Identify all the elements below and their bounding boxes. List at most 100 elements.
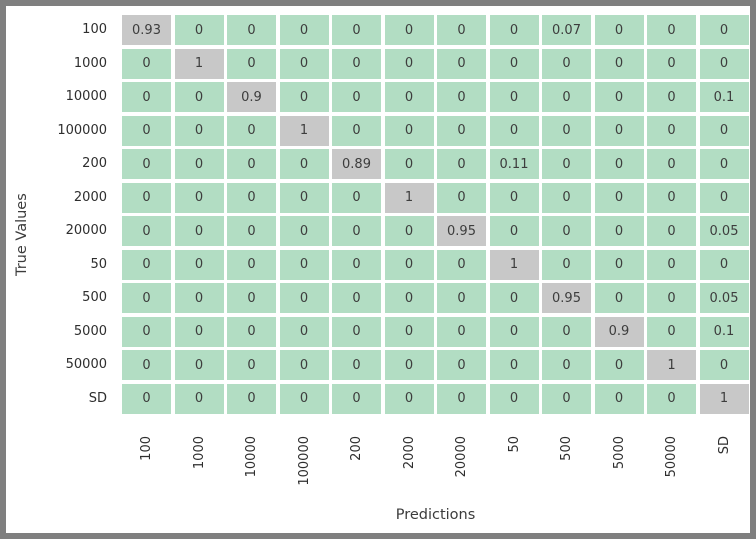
heatmap-cell: 0: [122, 216, 171, 246]
heatmap-cell: 0: [647, 249, 696, 280]
heatmap-cell: 0: [332, 350, 381, 380]
x-tick-label: 100: [139, 436, 154, 461]
y-tick-label: SD: [88, 390, 107, 406]
heatmap-cell: 1: [174, 48, 224, 79]
heatmap-cell: 1: [279, 115, 329, 146]
heatmap-cell: 0: [174, 283, 224, 313]
heatmap-cell: 0: [227, 182, 276, 213]
heatmap-cell: 0: [437, 283, 486, 313]
heatmap-cell: 0: [122, 249, 171, 280]
heatmap-cell: 1: [384, 182, 434, 213]
heatmap-cell: 0: [174, 115, 224, 146]
heatmap-cell: 0: [437, 82, 486, 112]
heatmap-cell: 0: [279, 15, 329, 45]
heatmap-cell: 0: [227, 383, 276, 414]
heatmap-cell: 1: [699, 383, 749, 414]
heatmap-cell: 0: [227, 216, 276, 246]
heatmap-cell: 0.05: [699, 283, 749, 313]
heatmap-cell: 0: [542, 383, 591, 414]
heatmap-cell: 0: [594, 350, 644, 380]
heatmap-cell: 1: [647, 350, 696, 380]
heatmap-cell: 0.95: [437, 216, 486, 246]
heatmap-grid: 0.93 0 0 0 0 0 0 0 0.07 0 0 0 0 1 0 0 0 0 0 0 0 0 0 0 0 0 0.9 0 0 0 0 0…: [122, 15, 749, 414]
heatmap-cell: 0: [227, 316, 276, 347]
heatmap-cell: 0: [227, 115, 276, 146]
heatmap-cell: 0: [174, 15, 224, 45]
heatmap-cell: 0: [594, 115, 644, 146]
heatmap-cell: 0: [489, 15, 539, 45]
heatmap-cell: 0: [332, 115, 381, 146]
heatmap-cell: 0: [647, 48, 696, 79]
heatmap-cell: 0: [227, 350, 276, 380]
heatmap-cell: 0: [384, 115, 434, 146]
heatmap-cell: 0: [332, 216, 381, 246]
x-tick-label: 1000: [191, 436, 207, 470]
heatmap-cell: 0: [594, 15, 644, 45]
x-tick-label: SD: [716, 436, 732, 455]
heatmap-cell: 0: [699, 182, 749, 213]
heatmap-cell: 0.05: [699, 216, 749, 246]
heatmap-cell: 0: [489, 115, 539, 146]
heatmap-cell: 0: [489, 316, 539, 347]
heatmap-cell: 0: [332, 249, 381, 280]
y-tick-label: 10000: [65, 89, 107, 104]
y-tick-label: 100: [82, 22, 107, 37]
heatmap-cell: 0: [594, 149, 644, 179]
heatmap-cell: 0: [594, 283, 644, 313]
heatmap-cell: 0: [489, 182, 539, 213]
heatmap-cell: 0.9: [227, 82, 276, 112]
heatmap-cell: 0: [122, 48, 171, 79]
x-tick-label: 200: [349, 436, 364, 461]
heatmap-cell: 0: [174, 182, 224, 213]
heatmap-cell: 0: [594, 216, 644, 246]
heatmap-cell: 0: [279, 216, 329, 246]
x-axis-label: Predictions: [395, 507, 476, 523]
heatmap-cell: 0: [489, 383, 539, 414]
heatmap-cell: 0: [699, 350, 749, 380]
heatmap-cell: 0: [384, 283, 434, 313]
x-tick-label: 100000: [296, 436, 312, 486]
heatmap-cell: 0: [227, 149, 276, 179]
heatmap-cell: 0: [542, 182, 591, 213]
x-tick-labels: 100 1000 10000 100000 200 2000 20000 50 500 5000 5…: [122, 436, 749, 486]
heatmap-cell: 0: [542, 216, 591, 246]
heatmap-cell: 0: [542, 149, 591, 179]
heatmap-cell: 1: [489, 249, 539, 280]
heatmap-cell: 0: [122, 115, 171, 146]
heatmap-cell: 0: [384, 82, 434, 112]
heatmap-cell: 0: [279, 182, 329, 213]
heatmap-cell: 0: [122, 350, 171, 380]
x-tick-label: 50: [506, 436, 522, 453]
heatmap-cell: 0.9: [594, 316, 644, 347]
heatmap-cell: 0: [174, 82, 224, 112]
heatmap-cell: 0: [332, 383, 381, 414]
heatmap-cell: 0.93: [122, 15, 171, 45]
y-tick-label: 500: [82, 290, 107, 305]
heatmap-cell: 0: [384, 316, 434, 347]
x-tick-label: 20000: [454, 436, 469, 478]
heatmap-cell: 0: [279, 149, 329, 179]
y-tick-label: 100000: [57, 122, 107, 138]
heatmap-cell: 0: [437, 182, 486, 213]
heatmap-cell: 0: [489, 283, 539, 313]
heatmap-cell: 0: [699, 149, 749, 179]
heatmap-cell: 0: [647, 15, 696, 45]
heatmap-cell: 0: [699, 115, 749, 146]
heatmap-cell: 0: [699, 249, 749, 280]
heatmap-cell: 0: [174, 216, 224, 246]
heatmap-cell: 0: [332, 316, 381, 347]
heatmap-cell: 0: [647, 149, 696, 179]
heatmap-cell: 0: [542, 82, 591, 112]
heatmap-cell: 0: [699, 15, 749, 45]
heatmap-cell: 0: [647, 115, 696, 146]
heatmap-cell: 0: [174, 316, 224, 347]
heatmap-cell: 0: [279, 283, 329, 313]
heatmap-cell: 0: [384, 383, 434, 414]
y-tick-label: 50000: [65, 357, 107, 372]
y-tick-label: 200: [82, 156, 107, 171]
heatmap-cell: 0: [384, 15, 434, 45]
heatmap-cell: 0: [384, 216, 434, 246]
heatmap-cell: 0: [122, 316, 171, 347]
x-tick-label: 10000: [244, 436, 259, 478]
